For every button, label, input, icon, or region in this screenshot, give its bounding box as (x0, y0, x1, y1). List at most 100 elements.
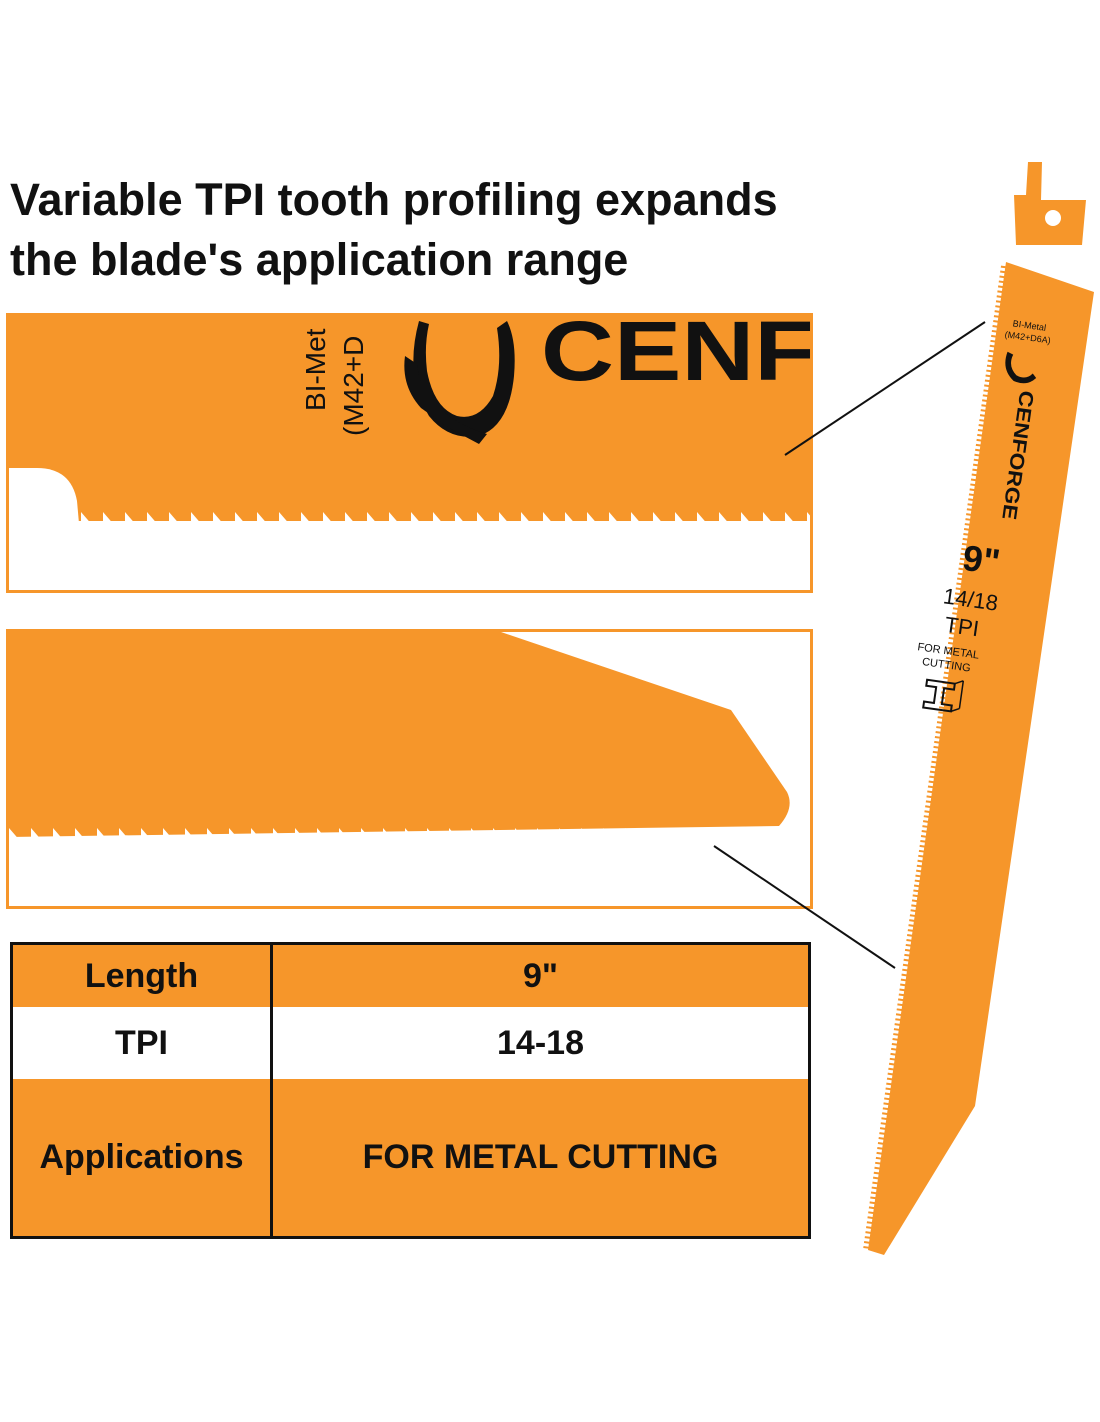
spec-row-tpi: TPI 14-18 (13, 1007, 808, 1079)
saw-tooth (295, 828, 317, 858)
saw-tooth (499, 512, 521, 542)
saw-tooth (785, 512, 807, 542)
zoom-top-material-label: BI-Met (M42+D (300, 328, 369, 436)
i-beam-icon (922, 678, 965, 713)
saw-tooth (273, 828, 295, 858)
saw-tooth (97, 828, 119, 858)
zoom-top-material-line-2: (M42+D (338, 336, 369, 436)
saw-tooth (609, 512, 631, 542)
saw-tooth (323, 512, 345, 542)
saw-tooth (53, 828, 75, 858)
spec-value-tpi: 14-18 (273, 1007, 808, 1079)
saw-tooth (471, 828, 493, 858)
spec-table: Length 9" TPI 14-18 Applications FOR MET… (10, 942, 811, 1239)
full-blade-body (868, 262, 1094, 1255)
saw-tooth (411, 512, 433, 542)
saw-tooth (345, 512, 367, 542)
saw-tooth (141, 828, 163, 858)
saw-tooth (455, 512, 477, 542)
saw-tooth (81, 512, 103, 542)
zoom-top-blade-body (9, 316, 810, 521)
blade-material-line-1: BI-Metal (1012, 318, 1047, 333)
saw-tooth (653, 512, 675, 542)
saw-tooth (631, 512, 653, 542)
saw-tooth (581, 828, 603, 858)
saw-tooth (229, 828, 251, 858)
saw-tooth (163, 828, 185, 858)
full-blade-tang (1014, 162, 1086, 245)
headline-line-1: Variable TPI tooth profiling expands (10, 174, 778, 225)
zoom-bottom-graphic (9, 632, 790, 858)
blade-length: 9" (960, 537, 1002, 583)
saw-tooth (367, 512, 389, 542)
saw-tooth (251, 828, 273, 858)
saw-tooth (537, 828, 559, 858)
saw-tooth (257, 512, 279, 542)
saw-tooth (543, 512, 565, 542)
blade-crocodile-logo-icon (1005, 351, 1037, 384)
spec-row-applications: Applications FOR METAL CUTTING (13, 1079, 808, 1236)
saw-tooth (339, 828, 361, 858)
zoom-top-teeth (81, 512, 810, 542)
leader-line-top (784, 321, 986, 456)
zoom-top-material-line-1: BI-Met (300, 328, 331, 411)
zoom-top-notch (9, 468, 81, 546)
saw-tooth (521, 512, 543, 542)
saw-tooth (713, 828, 735, 858)
spec-value-applications: FOR METAL CUTTING (273, 1079, 808, 1236)
blade-tpi-unit: TPI (943, 612, 980, 642)
spec-value-length: 9" (273, 945, 808, 1007)
saw-tooth (449, 828, 471, 858)
saw-tooth (9, 828, 31, 858)
saw-tooth (75, 828, 97, 858)
saw-tooth (515, 828, 537, 858)
headline: Variable TPI tooth profiling expands the… (10, 170, 830, 290)
zoom-panel-top: BI-Met (M42+D CENF (6, 313, 813, 593)
saw-tooth (427, 828, 449, 858)
saw-tooth (279, 512, 301, 542)
headline-line-2: the blade's application range (10, 234, 629, 285)
saw-tooth (31, 828, 53, 858)
saw-tooth (493, 828, 515, 858)
saw-tooth (647, 828, 669, 858)
saw-tooth (763, 512, 785, 542)
saw-tooth (119, 828, 141, 858)
saw-tooth (741, 512, 763, 542)
zoom-panel-bottom (6, 629, 813, 909)
zoom-bottom-teeth (9, 828, 757, 858)
saw-tooth (807, 512, 810, 542)
saw-tooth (185, 828, 207, 858)
saw-tooth (383, 828, 405, 858)
zoom-bottom-blade-body (9, 632, 790, 837)
saw-tooth (719, 512, 741, 542)
saw-tooth (169, 512, 191, 542)
saw-tooth (603, 828, 625, 858)
saw-tooth (735, 828, 757, 858)
saw-tooth (587, 512, 609, 542)
saw-tooth (213, 512, 235, 542)
leader-line-bottom (713, 845, 896, 969)
saw-tooth (697, 512, 719, 542)
saw-tooth (477, 512, 499, 542)
saw-tooth (125, 512, 147, 542)
saw-tooth (405, 828, 427, 858)
saw-tooth (625, 828, 647, 858)
saw-tooth (691, 828, 713, 858)
saw-tooth (565, 512, 587, 542)
full-blade-hole (1045, 210, 1061, 226)
zoom-top-graphic: BI-Met (M42+D CENF (9, 316, 813, 546)
saw-tooth (389, 512, 411, 542)
spec-label-length: Length (13, 945, 273, 1007)
saw-tooth (675, 512, 697, 542)
saw-tooth (147, 512, 169, 542)
saw-tooth (669, 828, 691, 858)
saw-tooth (301, 512, 323, 542)
saw-tooth (207, 828, 229, 858)
saw-tooth (559, 828, 581, 858)
saw-tooth (191, 512, 213, 542)
saw-tooth (361, 828, 383, 858)
full-blade-teeth-edge (863, 265, 1007, 1251)
zoom-top-brand-fragment: CENF (541, 316, 813, 398)
spec-row-length: Length 9" (13, 945, 808, 1007)
